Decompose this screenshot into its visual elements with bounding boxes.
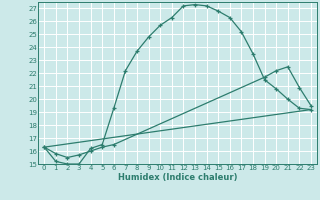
X-axis label: Humidex (Indice chaleur): Humidex (Indice chaleur) [118, 173, 237, 182]
